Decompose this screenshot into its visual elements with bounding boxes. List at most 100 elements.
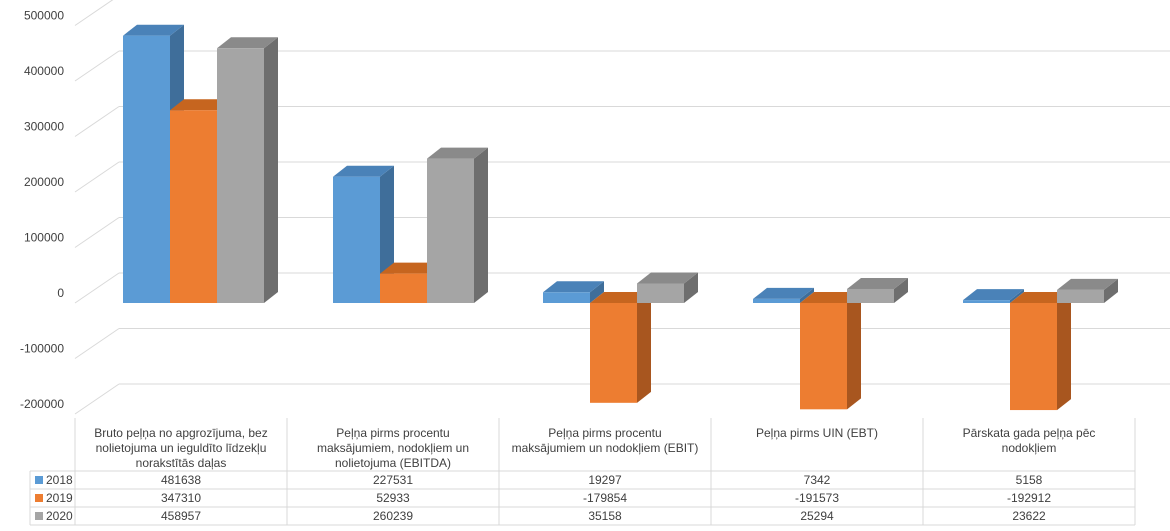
bar-front [543, 292, 590, 303]
bar-front [1010, 303, 1057, 411]
category-label: Peļņa pirms UIN (EBT) [756, 426, 878, 440]
bar-front [170, 110, 217, 303]
gridline-slant [74, 383, 120, 415]
bar-top [800, 292, 861, 303]
series-name: 2020 [46, 509, 73, 523]
category-label: maksājumiem, nodokļiem un [317, 441, 469, 455]
bar [847, 277, 908, 303]
y-tick-label: 400000 [24, 64, 64, 78]
bar-front [753, 298, 800, 303]
gridlines [74, 0, 1170, 415]
bar-side [1104, 278, 1118, 303]
y-tick-label: 200000 [24, 175, 64, 189]
series-name: 2019 [46, 491, 73, 505]
data-label: -191573 [795, 491, 839, 505]
category-label: norakstītās daļas [136, 456, 227, 470]
bar-top [963, 289, 1024, 301]
bar [963, 289, 1024, 303]
bar-side [684, 272, 698, 303]
bar [217, 37, 278, 303]
bar-side [847, 292, 861, 410]
bar-front [333, 176, 380, 303]
bar-front [427, 158, 474, 303]
category-label: nodokļiem [1002, 441, 1057, 455]
y-tick-label: 100000 [24, 231, 64, 245]
data-label: -192912 [1007, 491, 1051, 505]
gridline-slant [74, 328, 120, 359]
data-label: 347310 [161, 491, 201, 505]
bar-side [894, 277, 908, 303]
bar-top [753, 287, 814, 299]
bar-top [1010, 292, 1071, 303]
bar-side [474, 147, 488, 303]
bar [753, 287, 814, 303]
category-label: Peļņa pirms procentu [336, 426, 449, 440]
category-label: nolietojuma (EBITDA) [335, 456, 451, 470]
bar-side [1010, 289, 1024, 303]
bar-front [380, 273, 427, 303]
y-tick-label: -100000 [20, 342, 64, 356]
category-label: nolietojuma un ieguldīto līdzekļu [96, 441, 267, 455]
gridline-slant [74, 0, 114, 26]
data-table: Bruto peļņa no apgrozījuma, beznolietoju… [29, 418, 1136, 526]
data-label: 52933 [376, 491, 410, 505]
data-label: 25294 [800, 509, 834, 523]
bar [543, 281, 604, 303]
y-tick-label: 500000 [24, 9, 64, 23]
data-label: 5158 [1016, 473, 1043, 487]
data-label: 35158 [588, 509, 622, 523]
bar-front [590, 303, 637, 403]
category-label: Bruto peļņa no apgrozījuma, bez [94, 426, 267, 440]
bar [427, 147, 488, 303]
bar-front [123, 35, 170, 303]
gridline-slant [74, 161, 120, 193]
gridline-slant [74, 217, 120, 248]
data-label: 458957 [161, 509, 201, 523]
bar-top [123, 24, 184, 36]
bar [590, 292, 651, 403]
bar-front [847, 288, 894, 303]
legend-key [35, 494, 43, 502]
bar-top [847, 277, 908, 289]
legend-key [35, 476, 43, 484]
bar-top [427, 147, 488, 159]
bars [123, 24, 1118, 411]
bar [637, 272, 698, 303]
bar-top [1057, 278, 1118, 290]
data-label: 23622 [1012, 509, 1046, 523]
bar-top [543, 281, 604, 293]
bar-front [217, 48, 264, 303]
y-tick-label: -200000 [20, 397, 64, 411]
category-label: Pārskata gada peļņa pēc [963, 426, 1096, 440]
legend-key [35, 512, 43, 520]
data-label: -179854 [583, 491, 627, 505]
bar-side [1057, 292, 1071, 411]
bar-top [333, 165, 394, 177]
bar-side [590, 281, 604, 303]
bar-top [590, 292, 651, 303]
y-axis: 500000 400000 300000 200000 100000 0 -100000 -2… [20, 9, 64, 412]
bar-side [264, 37, 278, 303]
data-label: 260239 [373, 509, 413, 523]
bar [1057, 278, 1118, 303]
bar-top [637, 272, 698, 284]
bar-front [963, 300, 1010, 303]
bar-top [170, 99, 231, 111]
y-tick-label: 0 [57, 286, 64, 300]
bar-front [800, 303, 847, 410]
gridline-slant [74, 106, 120, 137]
data-label: 7342 [804, 473, 831, 487]
bar-top [380, 262, 441, 274]
bar-side [800, 287, 814, 303]
bar [1010, 292, 1071, 411]
category-label: Peļņa pirms procentu [548, 426, 661, 440]
data-label: 19297 [588, 473, 622, 487]
gridline-slant [74, 272, 120, 304]
y-tick-label: 300000 [24, 120, 64, 134]
bar-top [217, 37, 278, 49]
data-label: 227531 [373, 473, 413, 487]
bar-side [637, 292, 651, 403]
series-name: 2018 [46, 473, 73, 487]
